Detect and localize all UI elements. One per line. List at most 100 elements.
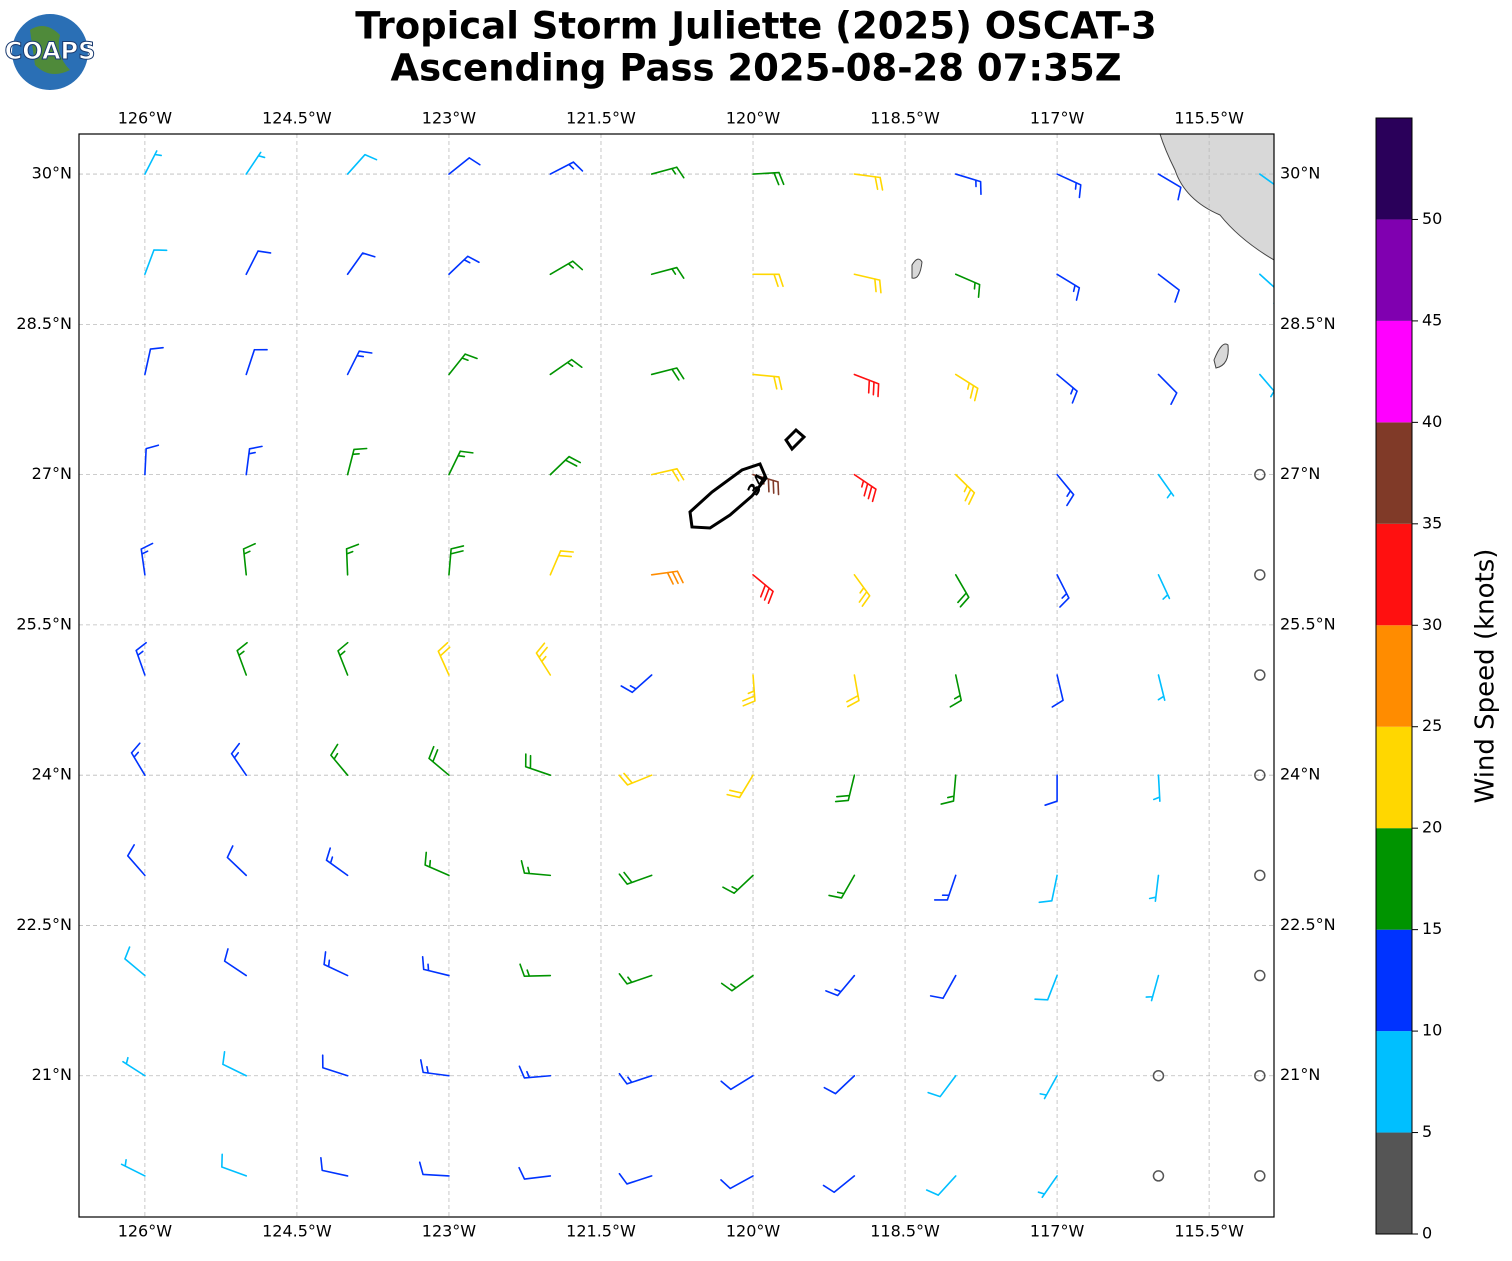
colorbar-tick-label: 50 xyxy=(1422,209,1442,228)
colorbar-tick-label: 45 xyxy=(1422,310,1442,329)
wind-barb xyxy=(144,444,160,476)
wind-barb xyxy=(448,353,478,376)
colorbar-frame xyxy=(1375,117,1413,1235)
grid xyxy=(79,134,1274,1217)
wind-barb xyxy=(1157,473,1175,499)
wind-barb xyxy=(549,455,582,476)
wind-barb xyxy=(1034,974,1058,1001)
x-tick-label: 120°W xyxy=(726,1222,781,1241)
wind-barb xyxy=(122,1056,146,1077)
wind-barb xyxy=(752,574,774,605)
x-tick-label: 123°W xyxy=(422,109,477,128)
wind-barb xyxy=(223,948,248,977)
plot-frame xyxy=(78,133,1275,1218)
wind-barb xyxy=(822,1175,856,1194)
wind-barb xyxy=(1056,574,1070,608)
wind-barb xyxy=(1157,574,1171,600)
wind-barb xyxy=(448,545,465,576)
colorbar-segment xyxy=(1376,422,1412,524)
x-tick-label: 118.5°W xyxy=(870,1222,940,1241)
wind-barb xyxy=(853,373,880,398)
wind-barb xyxy=(520,859,552,877)
logo: COAPS xyxy=(4,14,96,90)
colorbar-segment xyxy=(1376,929,1412,1032)
wind-barb xyxy=(321,1054,349,1077)
wind-barb xyxy=(846,674,860,708)
wind-barb xyxy=(226,845,248,877)
wind-barb xyxy=(752,171,785,186)
wind-barb xyxy=(144,346,164,376)
wind-barb xyxy=(1037,1175,1058,1199)
colorbar-label: Wind Speed (knots) xyxy=(1471,549,1501,804)
colorbar-tick-label: 10 xyxy=(1422,1021,1442,1040)
wind-barb xyxy=(825,974,856,997)
wind-barb xyxy=(320,1156,349,1177)
colorbar-tick-label: 35 xyxy=(1422,513,1442,532)
logo-text: COAPS xyxy=(5,37,96,65)
wind-barb xyxy=(1148,874,1160,902)
wind-barb xyxy=(927,1074,957,1098)
basemap xyxy=(911,134,1274,369)
x-tick-label: 124.5°W xyxy=(262,109,332,128)
wind-barb xyxy=(549,358,583,376)
wind-barb xyxy=(618,1172,653,1185)
colorbar-segment xyxy=(1376,320,1412,423)
colorbar-tick-label: 0 xyxy=(1422,1224,1432,1243)
y-tick-label: 30°N xyxy=(1280,164,1320,183)
wind-barb xyxy=(752,273,784,288)
wind-barb xyxy=(124,946,146,977)
wind-barb xyxy=(1259,273,1274,305)
calm-barb xyxy=(1254,468,1266,481)
calm-barb xyxy=(1254,669,1266,681)
y-tick-label: 27°N xyxy=(1280,464,1320,483)
calm-barb xyxy=(1254,569,1266,581)
wind-barb xyxy=(126,844,146,877)
island xyxy=(1213,343,1229,369)
colorbar-tick-label: 20 xyxy=(1422,818,1442,837)
wind-barb xyxy=(650,266,685,279)
wind-barb xyxy=(345,543,360,576)
wind-barb xyxy=(618,772,653,786)
wind-barb xyxy=(419,1059,450,1077)
wind-barb xyxy=(330,743,349,776)
wind-barb xyxy=(618,871,653,885)
colorbar-segment xyxy=(1376,118,1412,220)
wind-barb xyxy=(130,742,146,776)
contour-34: 34 xyxy=(688,427,807,530)
wind-barb xyxy=(618,1072,653,1085)
wind-barb xyxy=(346,350,373,376)
wind-barb xyxy=(549,161,584,175)
wind-barb xyxy=(954,373,979,402)
wind-barb xyxy=(1157,674,1166,702)
wind-barb xyxy=(144,249,168,276)
wind-barb xyxy=(722,874,754,895)
y-tick-label: 30°N xyxy=(32,164,72,183)
wind-barb xyxy=(954,273,981,298)
wind-barb xyxy=(954,574,970,608)
colorbar-segment xyxy=(1376,726,1412,829)
colorbar-segment xyxy=(1376,625,1412,727)
wind-barb xyxy=(1152,774,1161,802)
title-line: Tropical Storm Juliette (2025) OSCAT-3 xyxy=(355,5,1156,48)
x-tick-label: 115.5°W xyxy=(1174,109,1244,128)
calm-barb xyxy=(1254,1170,1266,1182)
colorbar-tick-label: 30 xyxy=(1422,615,1442,634)
wind-barb xyxy=(620,674,653,694)
wind-barb xyxy=(742,674,756,707)
wind-barb xyxy=(448,255,480,276)
y-tick-label: 28.5°N xyxy=(16,314,72,333)
wind-barb xyxy=(929,974,957,1000)
colorbar: 0 5 10 15 20 25 30 35 40 45 50 xyxy=(1375,117,1442,1243)
y-tick-label: 22.5°N xyxy=(16,915,72,934)
logo-land xyxy=(30,26,70,74)
wind-barb xyxy=(1056,173,1082,199)
wind-barb xyxy=(720,1074,754,1091)
wind-barb xyxy=(221,1153,248,1177)
wind-barb xyxy=(752,373,783,391)
x-tick-label: 126°W xyxy=(118,1222,173,1241)
wind-barb xyxy=(144,150,162,175)
contour-line xyxy=(784,427,807,452)
wind-barb xyxy=(549,260,584,276)
